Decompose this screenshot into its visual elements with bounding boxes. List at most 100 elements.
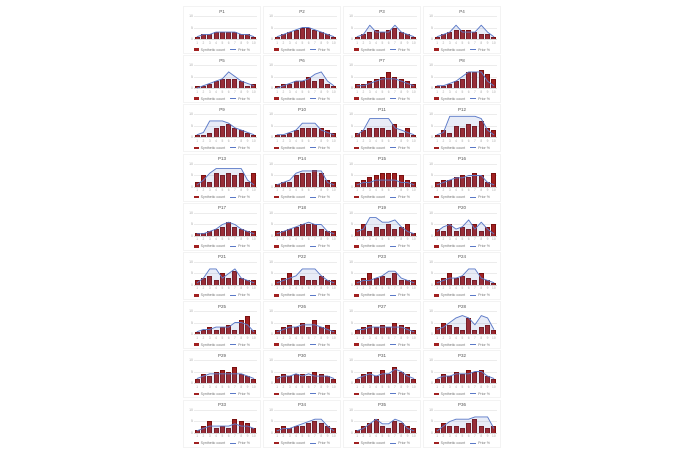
line-legend-label: Prior % [318, 293, 330, 298]
x-axis-tick: 4 [455, 138, 457, 143]
bar [274, 135, 280, 138]
bar-series [274, 164, 337, 187]
bar [354, 430, 360, 433]
plot-area [274, 360, 337, 385]
x-axis-tick: 7 [234, 384, 236, 389]
x-axis-tick: 8 [480, 237, 483, 242]
x-axis-tick: 6 [387, 237, 390, 242]
bar [466, 318, 472, 335]
bar [251, 231, 257, 236]
x-axis-tick: 2 [442, 40, 445, 45]
line-legend-label: Prior % [238, 441, 250, 445]
x-axis-tick: 2 [202, 335, 205, 340]
bars-legend-label: Synthetic count [280, 441, 306, 445]
x-axis-tick: 3 [448, 40, 451, 45]
chart-legend: Synthetic count Prior % [184, 293, 260, 297]
x-axis-tick: 6 [227, 40, 230, 45]
plot-area [354, 360, 417, 385]
bar [478, 69, 484, 89]
line-legend-label: Prior % [398, 195, 410, 200]
bar-series [194, 213, 257, 236]
line-legend-swatch [310, 344, 317, 346]
bars-legend-swatch [354, 245, 359, 248]
bar [491, 329, 497, 335]
x-axis-tick: 4 [295, 384, 297, 389]
bar [453, 125, 459, 138]
gridline [274, 163, 337, 165]
x-axis: 1 2 3 4 5 6 7 8 9 10 [274, 336, 337, 340]
y-axis-tick: 0 [191, 233, 193, 238]
y-axis-tick: 10 [189, 14, 193, 18]
bar-series [194, 262, 257, 285]
bar [472, 172, 478, 187]
bar [232, 128, 238, 138]
plot-area [194, 65, 257, 90]
gridline [274, 360, 337, 361]
bar [354, 132, 360, 138]
bar [219, 125, 225, 138]
bar [232, 418, 238, 433]
line-legend-label: Prior % [238, 96, 250, 101]
line-legend-label: Prior % [398, 145, 410, 150]
x-axis: 1 2 3 4 5 6 7 8 9 10 [194, 385, 257, 389]
x-axis-tick: 8 [240, 335, 243, 340]
x-axis-tick: 10 [412, 434, 416, 438]
x-axis-tick: 2 [282, 138, 285, 143]
y-axis-tick: 0 [191, 37, 193, 41]
bar [213, 81, 219, 89]
gridline [434, 163, 497, 165]
bar [200, 329, 206, 335]
y-axis-tick: 5 [431, 271, 433, 276]
bar [287, 32, 293, 39]
x-axis-tick: 2 [362, 384, 365, 389]
plot-area [354, 163, 417, 188]
x-axis-tick: 8 [480, 434, 483, 438]
bars-legend-swatch [434, 146, 439, 150]
mini-chart: P33 10 5 0 1 2 3 4 5 6 7 8 9 10 Synthetic count P… [183, 399, 261, 448]
plot-area [354, 65, 417, 90]
y-axis-tick: 10 [349, 63, 353, 68]
line-legend-swatch [230, 294, 237, 296]
bar-series [354, 410, 417, 433]
chart-title: P30 [297, 352, 306, 358]
bar [280, 181, 286, 187]
bars-legend-swatch [194, 294, 199, 297]
y-axis-tick: 10 [269, 14, 273, 18]
bar-series [434, 262, 497, 285]
bar [485, 324, 490, 335]
chart-legend: Synthetic count Prior % [424, 48, 500, 52]
bar [293, 81, 299, 89]
line-legend-swatch [230, 393, 237, 395]
x-axis-tick: 5 [381, 384, 384, 389]
x-axis-tick: 6 [307, 237, 310, 242]
bars-legend-label: Synthetic count [360, 145, 386, 150]
x-axis-tick: 6 [467, 188, 470, 193]
bars-legend-label: Synthetic count [200, 96, 226, 101]
y-axis-tick: 5 [431, 25, 433, 30]
x-axis-tick: 1 [436, 286, 439, 291]
x-axis-tick: 6 [227, 335, 230, 340]
bar [213, 427, 219, 433]
bar [325, 179, 330, 187]
chart-legend: Synthetic count Prior % [184, 343, 260, 347]
y-axis-tick: 5 [191, 74, 193, 79]
plot-area [354, 261, 417, 286]
x-axis-tick: 5 [381, 286, 384, 291]
x-axis-tick: 6 [227, 188, 230, 193]
x-axis-tick: 8 [320, 89, 323, 94]
y-axis-tick: 5 [191, 123, 193, 128]
chart-title: P25 [217, 303, 226, 309]
x-axis-tick: 5 [461, 434, 464, 438]
bar [318, 79, 324, 89]
x-axis-tick: 1 [276, 286, 279, 291]
x-axis: 1 2 3 4 5 6 7 8 9 10 [274, 90, 337, 94]
bar [485, 427, 490, 433]
bar [194, 135, 200, 138]
bar [392, 123, 398, 138]
x-axis-tick: 9 [486, 335, 489, 340]
bar [434, 135, 440, 138]
bar [373, 376, 379, 384]
bar [459, 175, 465, 187]
x-axis-tick: 3 [288, 237, 291, 242]
bar [226, 278, 232, 285]
